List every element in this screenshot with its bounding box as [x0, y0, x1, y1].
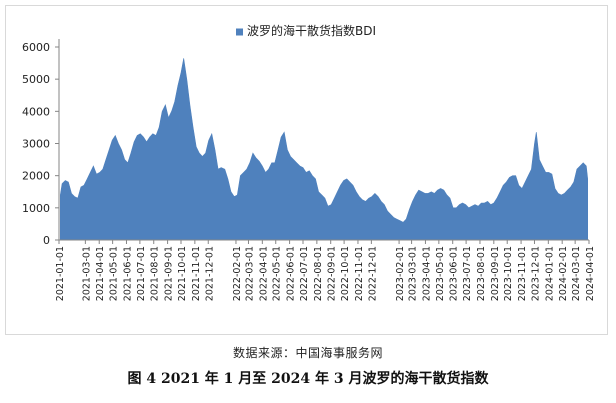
x-tick-label: 2023-02-01 — [395, 246, 406, 301]
x-tick-label: 2023-09-01 — [490, 246, 501, 301]
figure-caption: 图 4 2021 年 1 月至 2024 年 3 月波罗的海干散货指数 — [127, 371, 489, 387]
x-tick-label: 2022-06-01 — [286, 246, 297, 301]
x-tick-label: 2021-08-01 — [150, 246, 161, 301]
x-tick-label: 2023-06-01 — [449, 246, 460, 301]
x-tick-label: 2021-11-01 — [191, 246, 202, 301]
x-tick-label: 2021-06-01 — [123, 246, 134, 301]
x-tick-label: 2022-05-01 — [272, 246, 283, 301]
y-tick-label: 4000 — [22, 105, 50, 118]
x-tick-label: 2022-12-01 — [367, 246, 378, 301]
x-tick-label: 2021-09-01 — [164, 246, 175, 301]
x-tick-label: 2024-01-01 — [544, 246, 555, 301]
y-tick-label: 5000 — [22, 73, 50, 86]
x-tick-label: 2023-08-01 — [476, 246, 487, 301]
x-tick-label: 2021-01-01 — [55, 246, 66, 301]
x-tick-label: 2023-04-01 — [421, 246, 432, 301]
y-tick-label: 3000 — [22, 138, 50, 151]
x-tick-label: 2022-11-01 — [354, 246, 365, 301]
x-tick-label: 2024-03-01 — [571, 246, 582, 301]
source-note: 数据来源：中国海事服务网 — [232, 346, 383, 360]
x-tick-label: 2022-02-01 — [232, 246, 243, 301]
bdi-series-area — [60, 58, 588, 241]
x-tick-label: 2023-11-01 — [517, 246, 528, 301]
x-tick-label: 2023-10-01 — [503, 246, 514, 301]
x-tick-label: 2021-03-01 — [81, 246, 92, 301]
bdi-area-chart: 0 1000 2000 3000 4000 5000 6000 2021-01-01 2021-… — [22, 23, 596, 301]
x-tick-label: 2021-05-01 — [109, 246, 120, 301]
y-tick-label: 1000 — [22, 202, 50, 215]
x-tick-label: 2022-03-01 — [245, 246, 256, 301]
x-tick-label: 2023-12-01 — [531, 246, 542, 301]
x-tick-label: 2022-10-01 — [340, 246, 351, 301]
legend-label: 波罗的海干散货指数BDI — [247, 23, 376, 38]
legend-swatch — [236, 28, 243, 36]
x-tick-label: 2022-07-01 — [299, 246, 310, 301]
x-tick-label: 2021-07-01 — [136, 246, 147, 301]
x-tick-label: 2021-04-01 — [95, 246, 106, 301]
x-tick-label: 2021-12-01 — [204, 246, 215, 301]
y-tick-label: 2000 — [22, 170, 50, 183]
y-tick-label: 6000 — [22, 41, 50, 54]
x-tick-label: 2023-03-01 — [408, 246, 419, 301]
x-tick-label: 2024-04-01 — [585, 246, 596, 301]
x-tick-label: 2022-08-01 — [313, 246, 324, 301]
x-tick-label: 2023-07-01 — [462, 246, 473, 301]
x-tick-label: 2021-10-01 — [177, 246, 188, 301]
x-tick-label: 2022-04-01 — [258, 246, 269, 301]
x-tick-label: 2022-09-01 — [327, 246, 338, 301]
y-tick-label: 0 — [43, 234, 50, 247]
x-tick-label: 2023-05-01 — [435, 246, 446, 301]
x-tick-label: 2024-02-01 — [558, 246, 569, 301]
